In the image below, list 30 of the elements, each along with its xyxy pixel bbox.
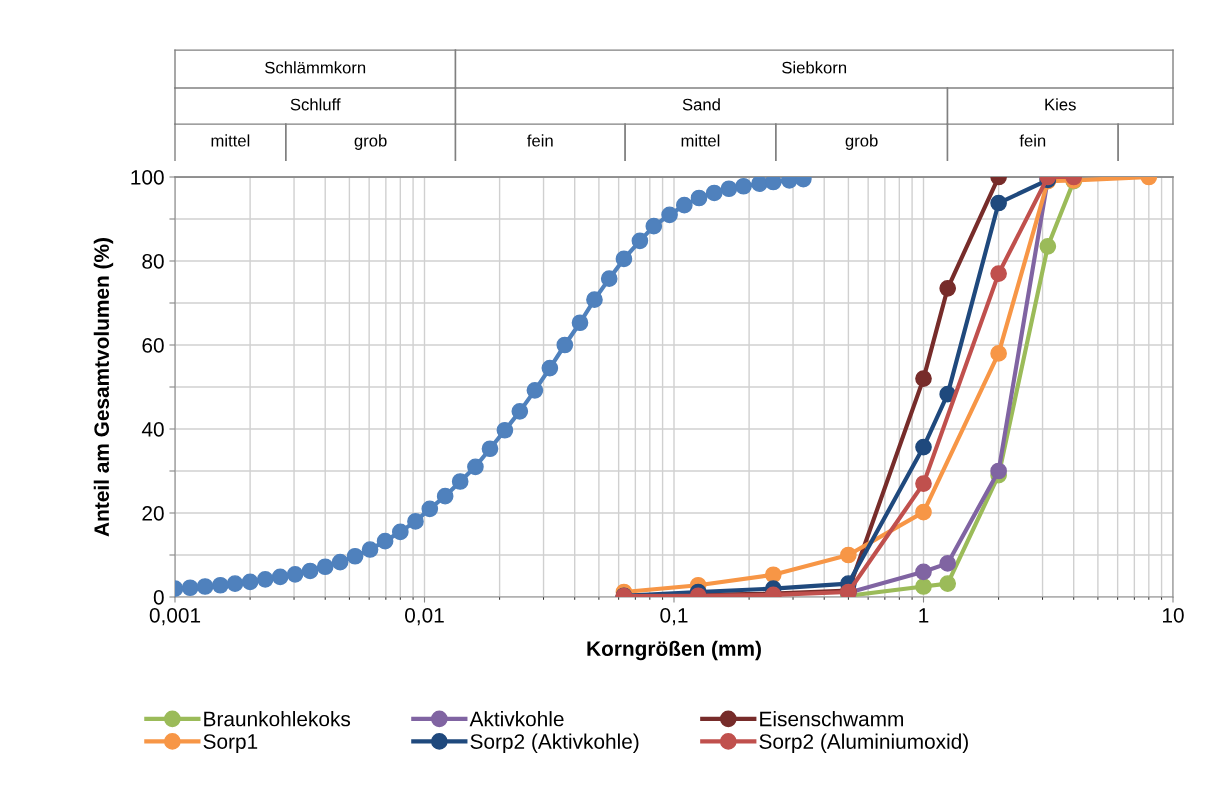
text: grob bbox=[354, 134, 387, 150]
y-tick-label: 0 bbox=[153, 590, 164, 605]
legend-label: Aktivkohle bbox=[469, 711, 564, 727]
x-tick-label: 10 bbox=[1163, 607, 1184, 623]
y-axis-title: Anteil am Gesamtvolumen (%) bbox=[93, 238, 114, 537]
y-tick-label: 60 bbox=[142, 338, 164, 353]
text: fein bbox=[527, 134, 553, 147]
text: fein bbox=[1019, 134, 1046, 147]
legend-label: Sorp2 (Aktivkohle) bbox=[470, 733, 639, 754]
text: Siebkorn bbox=[782, 61, 847, 74]
y-tick-label: 40 bbox=[141, 422, 164, 437]
x-tick-label: 1 bbox=[919, 608, 929, 623]
text: Schlämmkorn bbox=[265, 61, 366, 74]
x-tick-label: 0,001 bbox=[149, 607, 201, 626]
text: mittel bbox=[211, 134, 250, 147]
x-axis-title: Korngrößen (mm) bbox=[587, 640, 761, 661]
legend-label: Sorp1 bbox=[203, 734, 258, 754]
text: Schluff bbox=[290, 98, 341, 111]
y-tick-label: 80 bbox=[142, 254, 164, 269]
x-tick-label: 0,01 bbox=[405, 607, 444, 626]
y-tick-label: 20 bbox=[142, 506, 164, 521]
text: Kies bbox=[1045, 98, 1076, 111]
x-tick-label: 0,1 bbox=[660, 607, 688, 626]
legend-label: Eisenschwamm bbox=[760, 711, 903, 727]
legend-label: Sorp2 (Aluminiumoxid) bbox=[759, 733, 968, 754]
legend-label: Braunkohlekoks bbox=[204, 711, 351, 727]
text: mittel bbox=[681, 134, 720, 147]
text: Sand bbox=[682, 98, 720, 111]
text: grob bbox=[845, 134, 878, 150]
y-tick-label: 100 bbox=[131, 170, 164, 185]
